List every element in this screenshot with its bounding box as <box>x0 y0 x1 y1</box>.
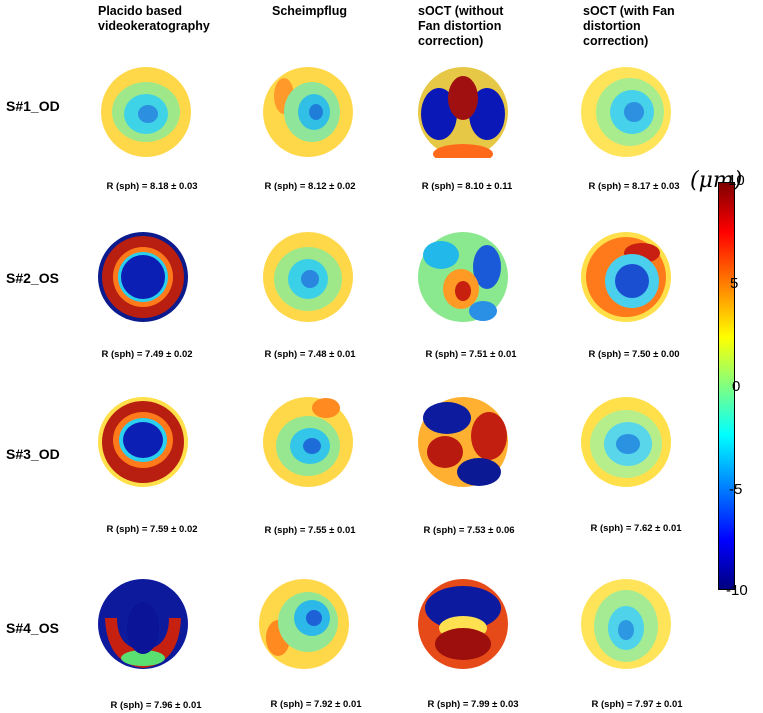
caption: R (sph) = 8.17 ± 0.03 <box>588 181 680 192</box>
caption: R (sph) = 7.50 ± 0.00 <box>588 349 680 360</box>
caption: R (sph) = 7.97 ± 0.01 <box>591 699 683 710</box>
topography-map <box>262 66 354 158</box>
row-label-s4: S#4_OS <box>6 620 59 636</box>
topography-map <box>262 396 354 488</box>
column-header-placido: Placido based videokeratography <box>98 4 210 33</box>
colorbar-tick: -5 <box>729 481 743 498</box>
topography-map <box>417 578 509 670</box>
colorbar-tick: 5 <box>730 275 739 292</box>
row-label-s2: S#2_OS <box>6 270 59 286</box>
caption: R (sph) = 7.96 ± 0.01 <box>110 700 202 711</box>
topography-map <box>580 578 672 670</box>
topography-map <box>580 66 672 158</box>
caption: R (sph) = 8.12 ± 0.02 <box>264 181 356 192</box>
column-header-soct-without: sOCT (without Fan distortion correction) <box>418 4 504 48</box>
topography-map <box>262 231 354 323</box>
caption: R (sph) = 8.18 ± 0.03 <box>106 181 198 192</box>
caption: R (sph) = 7.59 ± 0.02 <box>106 524 198 535</box>
column-header-scheimpflug: Scheimpflug <box>272 4 348 18</box>
topography-map <box>100 66 192 158</box>
colorbar-tick: 0 <box>732 378 741 395</box>
caption: R (sph) = 8.10 ± 0.11 <box>421 181 513 192</box>
caption: R (sph) = 7.49 ± 0.02 <box>101 349 193 360</box>
row-label-s1: S#1_OD <box>6 98 60 114</box>
caption: R (sph) = 7.62 ± 0.01 <box>590 523 682 534</box>
row-label-s3: S#3_OD <box>6 446 60 462</box>
colorbar-tick: 10 <box>728 172 745 189</box>
caption: R (sph) = 7.53 ± 0.06 <box>423 525 515 536</box>
topography-map <box>417 396 509 488</box>
caption: R (sph) = 7.92 ± 0.01 <box>270 699 362 710</box>
topography-map <box>97 578 189 670</box>
topography-map <box>258 578 350 670</box>
topography-map <box>97 231 189 323</box>
caption: R (sph) = 7.55 ± 0.01 <box>264 525 356 536</box>
topography-map <box>580 231 672 323</box>
caption: R (sph) = 7.48 ± 0.01 <box>264 349 356 360</box>
colorbar-tick: -10 <box>726 582 748 599</box>
topography-map <box>97 396 189 488</box>
caption: R (sph) = 7.51 ± 0.01 <box>425 349 517 360</box>
topography-map <box>417 66 509 158</box>
caption: R (sph) = 7.99 ± 0.03 <box>427 699 519 710</box>
topography-map <box>417 231 509 323</box>
column-header-soct-with: sOCT (with Fan distortion correction) <box>583 4 675 48</box>
topography-map <box>580 396 672 488</box>
colorbar <box>718 182 735 590</box>
